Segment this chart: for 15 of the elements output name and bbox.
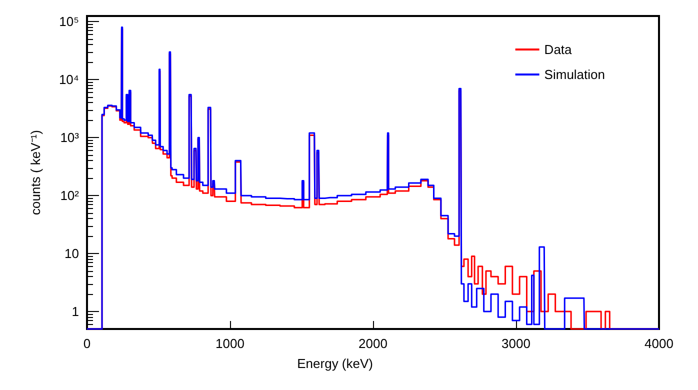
x-tick-label: 1000: [216, 336, 244, 351]
y-tick-label: 10⁵: [59, 14, 79, 30]
y-tick-label: 10²: [60, 188, 80, 204]
x-tick-label: 3000: [502, 336, 530, 351]
x-tick-label: 2000: [358, 336, 388, 351]
x-tick-label: 0: [83, 336, 91, 351]
y-tick-label: 10⁴: [58, 72, 79, 88]
legend-label: Data: [544, 42, 573, 57]
y-axis-title: counts ( keV⁻¹): [28, 130, 43, 215]
y-tick-label: 10³: [60, 130, 80, 146]
x-tick-label: 4000: [644, 336, 674, 351]
y-tick-label: 10: [64, 246, 79, 262]
y-tick-label: 1: [72, 304, 79, 320]
x-axis-title: Energy (keV): [297, 356, 373, 371]
legend-label: Simulation: [544, 67, 606, 82]
